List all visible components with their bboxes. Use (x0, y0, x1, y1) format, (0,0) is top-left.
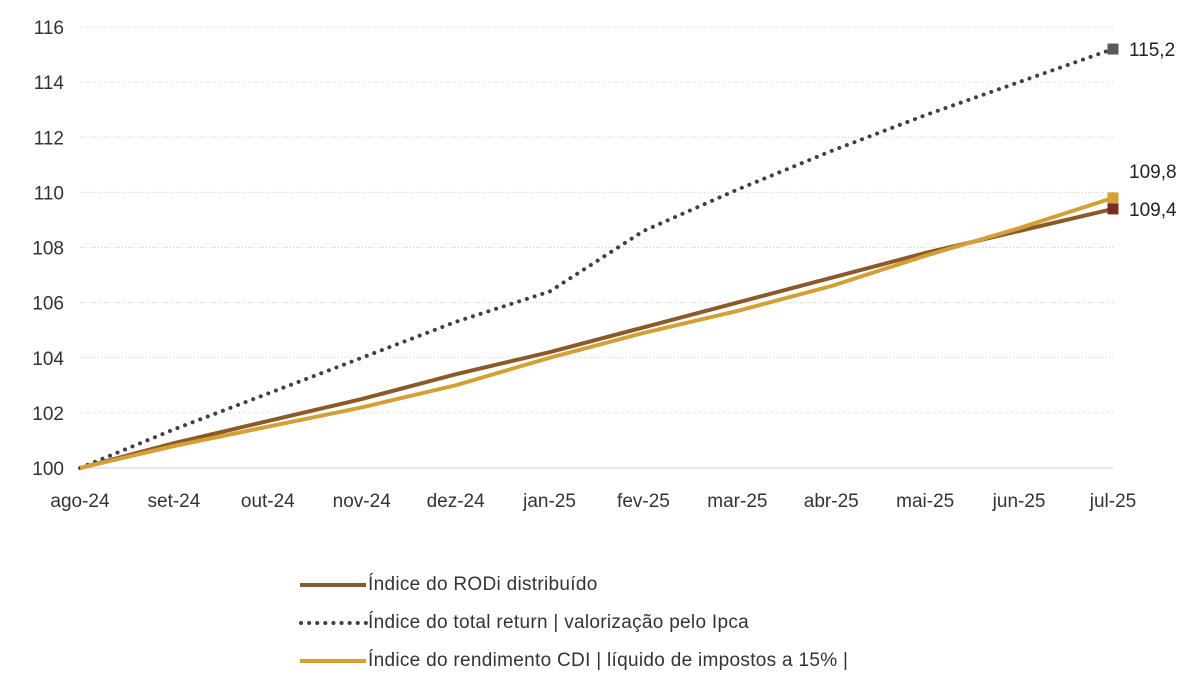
series-line (79, 195, 1114, 470)
legend-label-cdi: Índice do rendimento CDI | líquido de im… (368, 650, 849, 671)
end-marker (1107, 43, 1119, 55)
x-tick-label: fev-25 (617, 491, 670, 512)
line-chart: 100 102 104 106 108 110 112 114 116 ago-24 set-24 o… (32, 18, 1177, 512)
legend-label-total-return: Índice do total return | valorização pel… (368, 612, 750, 633)
legend-item-cdi: Índice do rendimento CDI | líquido de im… (298, 642, 848, 680)
y-tick-label: 102 (32, 404, 64, 425)
x-tick-label: set-24 (148, 491, 201, 512)
legend-swatch-cdi (300, 659, 366, 663)
legend-item-total-return: Índice do total return | valorização pel… (298, 604, 848, 642)
legend: Índice do RODi distribuído Índice do tot… (298, 566, 848, 680)
series-lines (78, 43, 1119, 470)
legend-item-rodi: Índice do RODi distribuído (298, 566, 848, 604)
end-marker (1107, 203, 1119, 215)
x-tick-label: mai-25 (896, 491, 954, 512)
y-tick-label: 100 (32, 459, 64, 480)
axes: 100 102 104 106 108 110 112 114 116 ago-24 set-24 o… (32, 18, 1136, 512)
y-tick-label: 108 (32, 239, 64, 260)
x-tick-label: jan-25 (522, 491, 576, 512)
y-tick-label: 106 (32, 294, 64, 315)
y-tick-label: 112 (34, 128, 64, 149)
legend-swatch-rodi (300, 583, 366, 587)
gridlines (80, 26, 1113, 414)
x-tick-label: jun-25 (992, 491, 1046, 512)
end-marker (1107, 192, 1119, 204)
x-tick-label: out-24 (241, 491, 295, 512)
x-tick-label: dez-24 (427, 491, 486, 512)
y-tick-label: 116 (34, 18, 64, 39)
x-tick-label: abr-25 (804, 491, 859, 512)
end-value-label: 109,8 (1129, 162, 1177, 183)
series-line (78, 47, 1115, 470)
x-tick-label: jul-25 (1089, 491, 1136, 512)
legend-swatch-total-return (299, 621, 368, 625)
x-tick-label: mar-25 (707, 491, 767, 512)
end-value-label: 115,2 (1129, 40, 1175, 61)
y-tick-label: 104 (32, 349, 64, 370)
legend-label-rodi: Índice do RODi distribuído (368, 574, 598, 595)
x-tick-label: ago-24 (50, 491, 110, 512)
x-tick-label: nov-24 (333, 491, 392, 512)
y-tick-label: 114 (34, 73, 65, 94)
end-labels: 109,4 115,2 109,8 (1129, 40, 1177, 221)
y-tick-label: 110 (34, 183, 64, 204)
end-value-label: 109,4 (1129, 200, 1177, 221)
